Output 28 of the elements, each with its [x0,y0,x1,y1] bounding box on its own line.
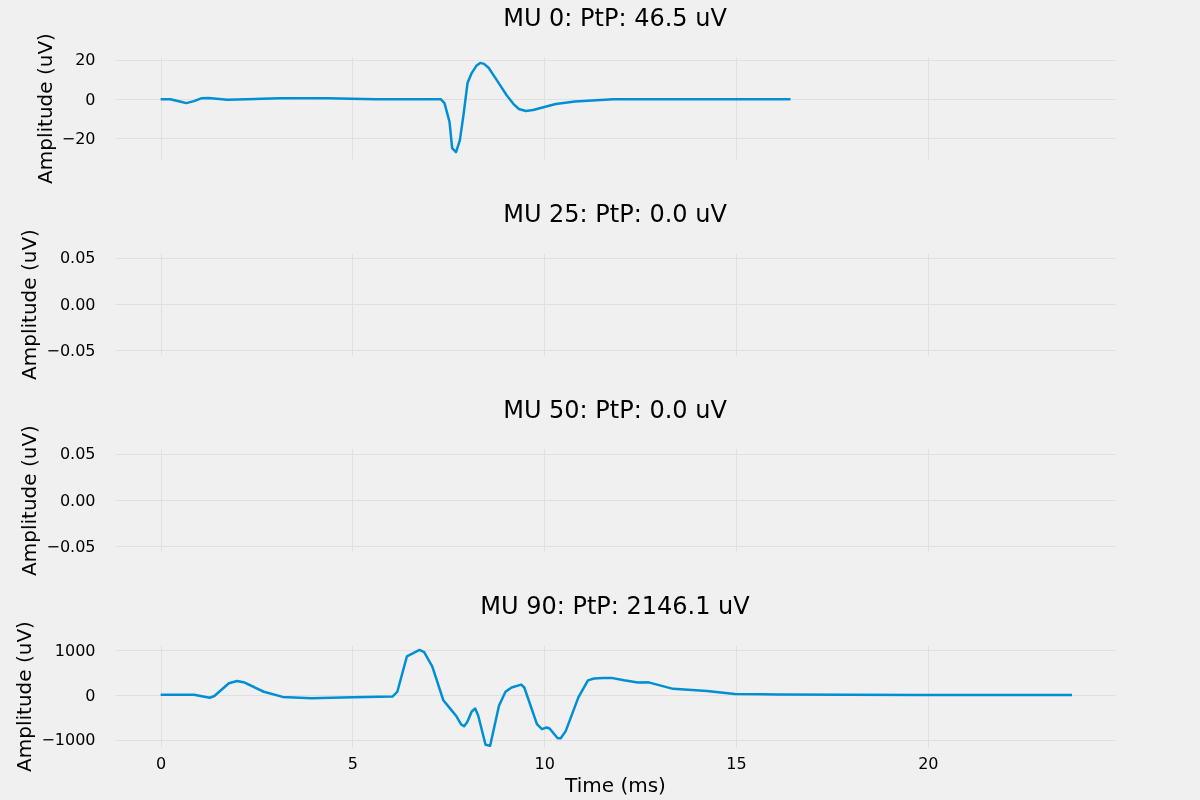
y-tick-label: −0.05 [46,340,96,360]
y-tick-label: 0.05 [59,444,96,464]
y-axis-title: Amplitude (uV) [12,621,37,772]
chart-title: MU 90: PtP: 2146.1 uV [480,591,751,620]
line-series [159,61,792,154]
y-tick-label: −1000 [41,730,96,750]
x-tick-label: 20 [918,753,939,773]
y-axis-title: Amplitude (uV) [32,33,57,184]
x-tick-label: 10 [534,753,555,773]
y-tick-label: 20 [75,50,96,70]
x-tick-label: 5 [347,753,359,773]
y-axis-title: Amplitude (uV) [17,229,42,380]
x-tick-label: 0 [156,753,167,773]
y-tick-label: −0.05 [46,536,96,556]
chart-title: MU 25: PtP: 0.0 uV [503,199,728,228]
y-tick-label: 0.00 [59,294,96,314]
y-tick-label: 0 [85,89,96,109]
y-axis-title: Amplitude (uV) [17,425,42,576]
x-tick-label: 15 [726,753,747,773]
line-series [159,648,1074,747]
y-tick-label: 0.05 [59,248,96,268]
y-tick-label: −20 [61,128,96,148]
chart-title: MU 0: PtP: 46.5 uV [503,3,728,32]
y-tick-label: 0 [85,685,96,705]
chart-title: MU 50: PtP: 0.0 uV [503,395,728,424]
y-tick-label: 1000 [54,640,96,660]
y-tick-label: 0.00 [59,490,96,510]
x-axis-title: Time (ms) [564,772,666,797]
